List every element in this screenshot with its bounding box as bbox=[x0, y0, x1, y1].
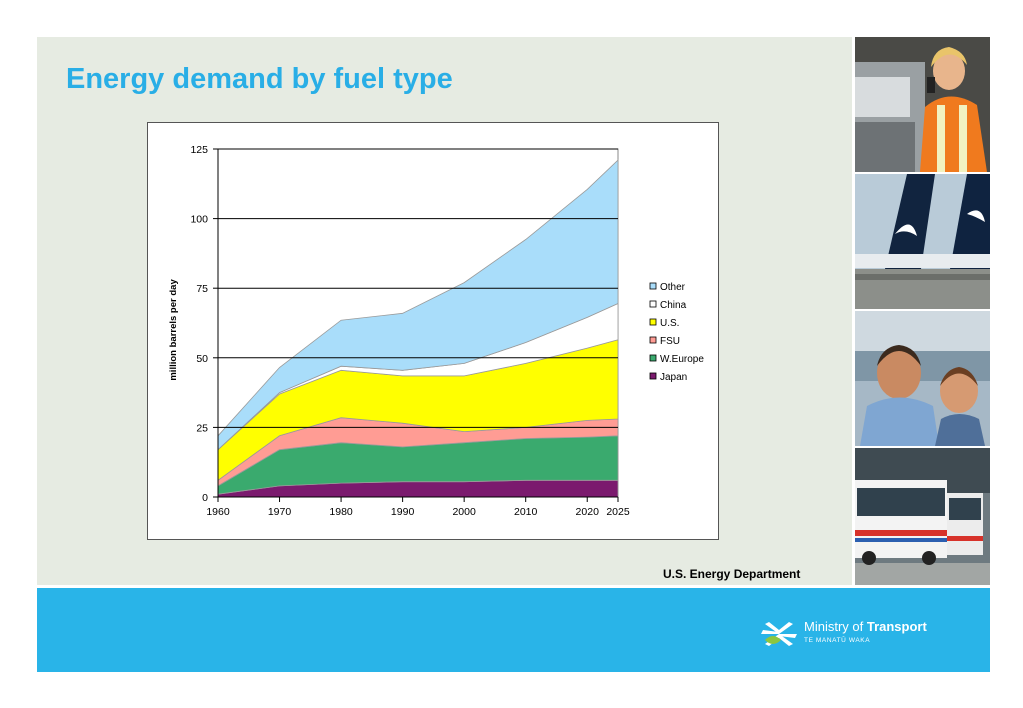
legend-swatch-japan bbox=[649, 372, 657, 380]
y-tick-label-100: 100 bbox=[190, 214, 208, 226]
ministry-logo: Ministry of Transport TE MANATŪ WAKA bbox=[759, 616, 959, 652]
chart-frame: 0 25 50 75 100 125 1960 1970 1980 1990 2000 2010 202… bbox=[147, 122, 719, 540]
energy-demand-chart: 0 25 50 75 100 125 1960 1970 1980 1990 2000 2010 202… bbox=[168, 144, 704, 518]
photo-ferry-passengers bbox=[855, 311, 990, 446]
slide-title: Energy demand by fuel type bbox=[66, 63, 453, 95]
legend-swatch-u-s- bbox=[649, 318, 657, 326]
source-credit: U.S. Energy Department bbox=[663, 567, 801, 581]
legend-swatch-other bbox=[649, 282, 657, 290]
legend-swatch-fsu bbox=[649, 336, 657, 344]
x-tick-label-2025: 2025 bbox=[606, 506, 630, 518]
photo-strip bbox=[855, 37, 990, 585]
legend-label-fsu: FSU bbox=[660, 336, 680, 347]
koru-star-icon bbox=[761, 622, 797, 646]
ministry-name-bold: Transport bbox=[866, 619, 927, 634]
y-tick-label-50: 50 bbox=[196, 353, 208, 365]
ministry-maori-name: TE MANATŪ WAKA bbox=[804, 637, 871, 644]
photo-buses bbox=[855, 448, 990, 585]
legend-label-china: China bbox=[660, 300, 687, 311]
photo-woman-hivis bbox=[855, 37, 990, 172]
legend-swatch-w-europe bbox=[649, 354, 657, 362]
x-tick-label-1990: 1990 bbox=[391, 506, 415, 518]
y-tick-label-0: 0 bbox=[202, 492, 208, 504]
legend-label-japan: Japan bbox=[660, 372, 687, 383]
x-tick-label-2010: 2010 bbox=[514, 506, 538, 518]
legend-label-other: Other bbox=[660, 282, 686, 293]
x-tick-label-1970: 1970 bbox=[268, 506, 292, 518]
x-tick-label-2000: 2000 bbox=[452, 506, 476, 518]
y-axis-title: million barrels per day bbox=[168, 279, 179, 381]
divider bbox=[852, 37, 855, 585]
area-other bbox=[217, 159, 619, 451]
ministry-name-prefix: Ministry of bbox=[804, 619, 867, 634]
slide: Energy demand by fuel type 0 25 50 75 100 125… bbox=[37, 37, 990, 672]
y-tick-label-125: 125 bbox=[190, 144, 208, 156]
footer-band: Ministry of Transport TE MANATŪ WAKA bbox=[37, 588, 990, 672]
legend-label-w-europe: W.Europe bbox=[660, 354, 704, 365]
legend-swatch-china bbox=[649, 300, 657, 308]
ministry-name: Ministry of Transport bbox=[804, 619, 927, 634]
y-tick-label-25: 25 bbox=[196, 422, 208, 434]
x-tick-label-1980: 1980 bbox=[329, 506, 353, 518]
photo-aircraft bbox=[855, 174, 990, 309]
legend-label-u-s-: U.S. bbox=[660, 318, 679, 329]
x-tick-label-2020: 2020 bbox=[576, 506, 600, 518]
y-tick-label-75: 75 bbox=[196, 283, 208, 295]
x-tick-label-1960: 1960 bbox=[206, 506, 230, 518]
